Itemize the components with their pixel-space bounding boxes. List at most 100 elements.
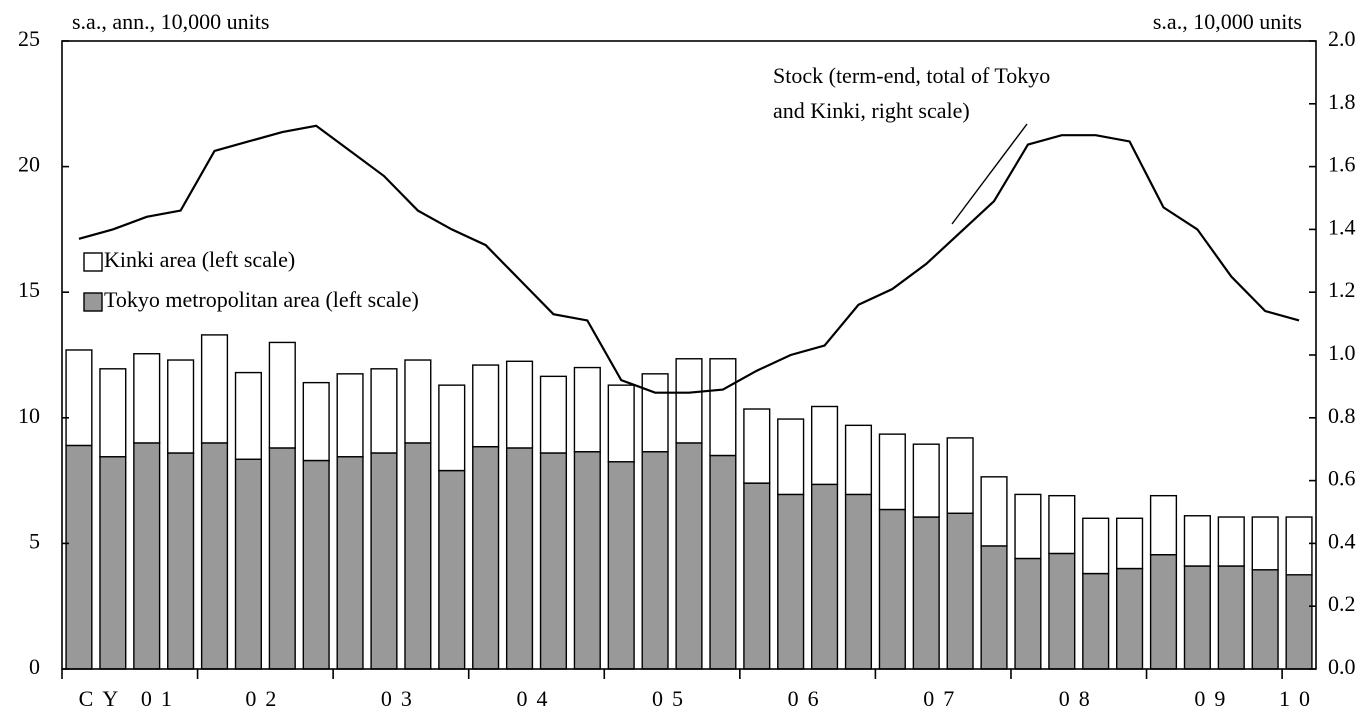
annotation: Stock (term-end, total of Tokyo (773, 63, 1050, 88)
bar-segment (1048, 494, 1076, 555)
bar-segment (1048, 552, 1076, 670)
y2-tick-label: 0.0 (1328, 654, 1356, 679)
bar-segment (336, 456, 364, 670)
bar-segment (912, 443, 940, 518)
bar-segment (878, 433, 906, 511)
y2-tick-label: 1.4 (1328, 214, 1356, 239)
bar-segment (777, 418, 805, 496)
bar-segment (912, 516, 940, 670)
bar-segment (268, 341, 296, 449)
bar-segment (438, 384, 466, 472)
bar-segment (99, 456, 127, 670)
bar-segment (539, 452, 568, 670)
y-tick-label: 15 (18, 277, 40, 302)
bar-segment (1217, 516, 1245, 567)
x-tick-label: CY 01 (79, 686, 181, 711)
bar-segment (336, 373, 364, 458)
y2-tick-label: 1.8 (1328, 89, 1356, 114)
x-tick-label: 06 (788, 686, 828, 711)
bar-segment (980, 545, 1008, 670)
bar-segment (167, 452, 195, 670)
annotation: and Kinki, right scale) (773, 98, 970, 123)
y2-tick-label: 0.4 (1328, 528, 1356, 553)
bar-segment (573, 366, 601, 453)
legend-swatch (83, 292, 103, 312)
y-tick-label: 5 (29, 528, 40, 553)
bar-segment (844, 424, 873, 496)
y2-tick-label: 0.6 (1328, 466, 1356, 491)
bar-segment (234, 371, 262, 460)
y2-tick-label: 1.0 (1328, 340, 1356, 365)
bar-segment (505, 447, 534, 670)
bar-segment (472, 445, 500, 670)
bar-segment (1251, 569, 1279, 670)
bar-segment (1149, 494, 1178, 556)
bar-segment (302, 381, 330, 462)
bar-segment (573, 451, 601, 670)
bar-segment (65, 444, 93, 670)
bar-segment (607, 461, 635, 670)
x-tick-label: 02 (245, 686, 285, 711)
y-tick-label: 25 (18, 26, 40, 51)
bar-segment (133, 353, 161, 444)
stock-line (78, 124, 1300, 394)
bar-segment (167, 359, 195, 454)
bar-segment (404, 442, 432, 670)
bar-segment (709, 454, 737, 670)
bar-segment (980, 476, 1008, 547)
bar-segment (641, 373, 669, 453)
annotation-leader (951, 123, 1028, 225)
bar-segment (200, 442, 229, 670)
bar-segment (675, 358, 703, 444)
bar-segment (1116, 517, 1144, 570)
bar-segment (1251, 516, 1279, 571)
bar-segment (946, 437, 974, 514)
y2-tick-label: 0.2 (1328, 591, 1356, 616)
bar-segment (810, 483, 839, 670)
bar-segment (743, 408, 771, 484)
bar-segment (1149, 554, 1178, 670)
bar-segment (268, 447, 296, 670)
bar-segment (370, 452, 398, 670)
bar-segment (1082, 517, 1110, 575)
bar-segment (99, 368, 127, 458)
bar-segment (234, 458, 262, 670)
y2-tick-label: 1.2 (1328, 277, 1356, 302)
x-tick-label: 10 (1279, 686, 1319, 711)
bar-segment (1082, 572, 1110, 670)
x-tick-label: 09 (1194, 686, 1234, 711)
bar-segment (777, 493, 805, 670)
legend-label: Tokyo metropolitan area (left scale) (104, 287, 419, 312)
bar-segment (1014, 493, 1042, 560)
bar-segment (65, 349, 93, 447)
y2-tick-label: 1.6 (1328, 152, 1356, 177)
bar-segment (1285, 516, 1313, 576)
bar-segment (1183, 565, 1211, 670)
x-tick-label: 03 (381, 686, 421, 711)
bar-segment (1014, 557, 1042, 670)
bar-segment (1183, 515, 1211, 567)
legend-swatch (83, 252, 103, 272)
bar-segment (810, 405, 839, 486)
right-unit-label: s.a., 10,000 units (1153, 9, 1302, 34)
bar-segment (607, 384, 635, 463)
y-tick-label: 0 (29, 654, 40, 679)
bar-segment (675, 442, 703, 670)
y-tick-label: 10 (18, 403, 40, 428)
bar-segment (505, 360, 534, 449)
bar-segment (1116, 567, 1144, 670)
bar-segment (370, 368, 398, 454)
bar-segment (133, 442, 161, 670)
bar-segment (946, 512, 974, 670)
bar-segment (472, 364, 500, 448)
bar-segment (404, 359, 432, 444)
bar-segment (539, 375, 568, 454)
y-tick-label: 20 (18, 152, 40, 177)
bar-segment (1285, 574, 1313, 670)
bar-segment (878, 508, 906, 670)
x-tick-label: 08 (1059, 686, 1099, 711)
bar-segment (302, 459, 330, 670)
legend-label: Kinki area (left scale) (104, 247, 295, 272)
bar-segment (641, 451, 669, 670)
